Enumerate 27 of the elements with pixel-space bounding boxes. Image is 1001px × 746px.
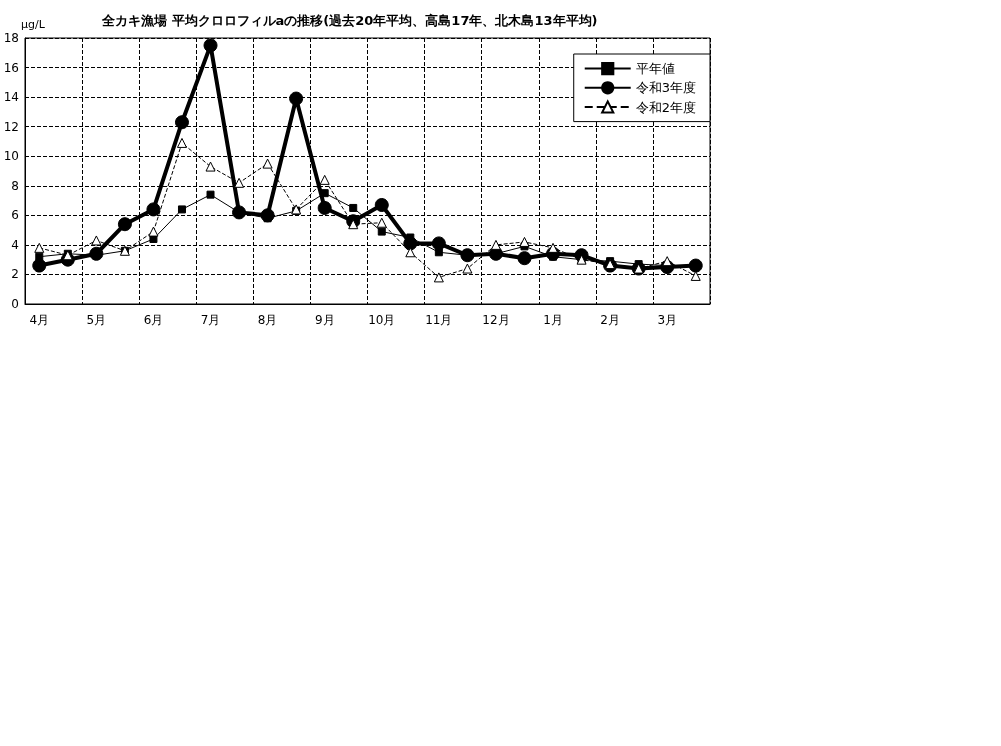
y-tick-label: 12 [3,119,19,134]
x-tick-label: 11月 [425,313,453,327]
y-tick-label: 2 [11,267,19,282]
x-tick-label: 5月 [86,313,107,327]
y-tick-label: 10 [3,149,19,164]
y-tick-label: 0 [11,297,19,311]
chart-title: 全カキ漁場 平均クロロフィルaの推移(過去20年平均、高島17年、北木島13年平均) [101,13,598,28]
legend-label: 令和2年度 [635,99,697,115]
x-tick-label: 12月 [482,313,510,327]
x-tick-label: 4月 [29,313,50,327]
x-tick-label: 10月 [368,313,396,327]
x-tick-label: 3月 [657,313,678,327]
y-tick-label: 14 [3,90,19,105]
y-tick-label: 6 [11,208,19,223]
y-tick-label: 16 [3,60,19,75]
x-tick-label: 8月 [257,313,278,327]
x-tick-label: 6月 [143,313,164,327]
y-tick-label: 8 [11,178,19,193]
legend-label: 平年値 [635,61,675,77]
x-tick-label: 2月 [600,313,620,327]
y-axis-title: μg/L [21,18,46,31]
x-tick-label: 9月 [314,313,335,327]
y-tick-label: 18 [3,31,19,45]
y-tick-label: 4 [11,237,19,252]
x-tick-label: 1月 [543,313,563,327]
legend-label: 令和3年度 [635,80,697,96]
x-tick-label: 7月 [200,313,221,327]
